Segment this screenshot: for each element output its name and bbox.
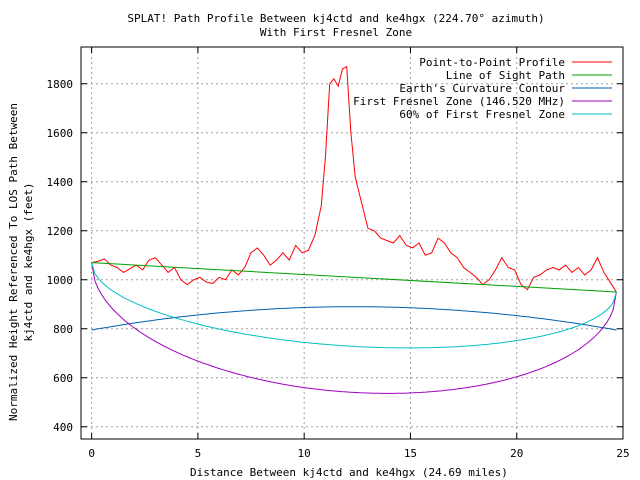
x-tick-label: 25: [616, 447, 629, 460]
x-tick-label: 10: [298, 447, 311, 460]
x-tick-label: 5: [195, 447, 202, 460]
line-of-sight-line: [91, 262, 617, 293]
y-axis-label-line1: Normalized Height Referenced To LOS Path…: [7, 103, 20, 421]
y-tick-label: 400: [53, 421, 73, 434]
x-axis-label: Distance Between kj4ctd and ke4hgx (24.6…: [190, 466, 508, 479]
y-tick-label: 1000: [47, 274, 74, 287]
y-axis-label-line2: kj4ctd and ke4hgx (feet): [22, 183, 35, 342]
y-tick-label: 800: [53, 323, 73, 336]
profile-line: [91, 65, 617, 293]
legend-profile-label: Point-to-Point Profile: [419, 56, 565, 69]
plot-area: [91, 65, 617, 394]
y-tick-label: 1600: [47, 127, 74, 140]
earth-curvature-line: [91, 306, 617, 331]
y-tick-label: 600: [53, 372, 73, 385]
plot-frame: [80, 46, 624, 440]
x-tick-label: 20: [510, 447, 523, 460]
y-tick-label: 1800: [47, 78, 74, 91]
fresnel-zone-line: [91, 262, 617, 394]
legend-fresnel-zone-label: First Fresnel Zone (146.520 MHz): [353, 95, 565, 108]
legend-earth-curvature-label: Earth's Curvature Contour: [399, 82, 565, 95]
legend-line-of-sight-label: Line of Sight Path: [446, 69, 565, 82]
legend-fresnel-60-label: 60% of First Fresnel Zone: [399, 108, 565, 121]
x-tick-label: 15: [404, 447, 417, 460]
axes: 0 5 10 15 20 25 400 600 800 1000 1200 1400 1600 1800: [47, 47, 630, 460]
x-tick-label: 0: [88, 447, 95, 460]
chart-subtitle: With First Fresnel Zone: [260, 26, 412, 39]
chart-title: SPLAT! Path Profile Between kj4ctd and k…: [127, 12, 544, 25]
y-tick-label: 1400: [47, 176, 74, 189]
y-tick-label: 1200: [47, 225, 74, 238]
fresnel-60-line: [91, 262, 617, 349]
